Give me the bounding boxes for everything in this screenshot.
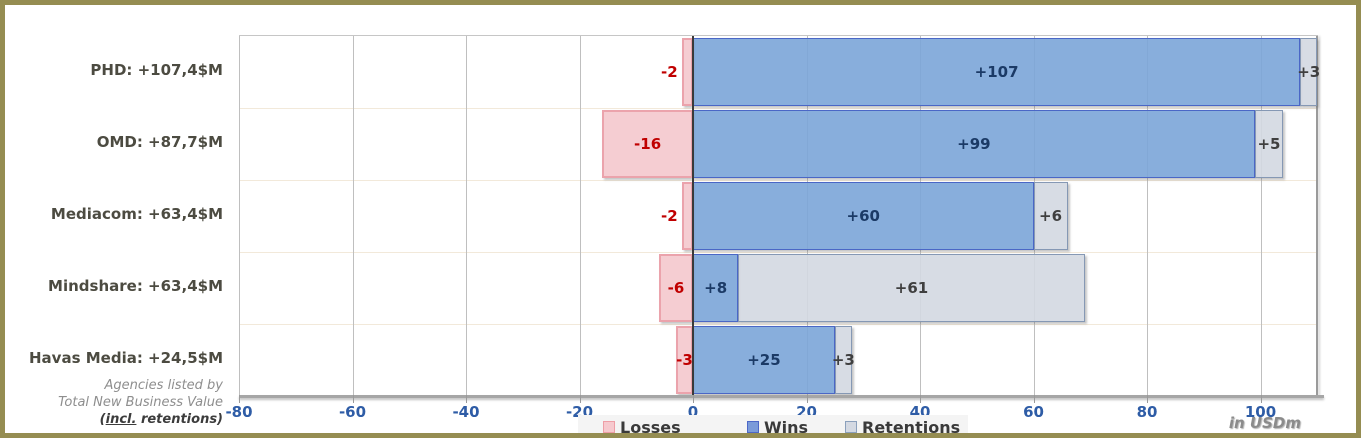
footer-line-3: (incl. retentions) — [99, 412, 223, 427]
x-axis-tick-label: 0 — [687, 403, 699, 421]
footer-line-2: Total New Business Value — [58, 395, 223, 410]
x-axis-tick-label: 80 — [1136, 403, 1158, 421]
row-separator-gridline — [239, 180, 1318, 181]
x-axis-tick — [579, 395, 581, 403]
gridline-80 — [1147, 36, 1148, 396]
win-bar[interactable] — [693, 182, 1034, 250]
gridline--40 — [466, 36, 467, 396]
plot-right-border — [1316, 36, 1318, 396]
loss-bar[interactable] — [681, 38, 693, 106]
retentions-swatch-icon — [845, 421, 857, 433]
retention-value-label: +3 — [1297, 63, 1321, 81]
retention-bar[interactable] — [1300, 38, 1318, 106]
x-axis-tick-label: -40 — [452, 403, 480, 421]
legend-label-wins: Wins — [764, 417, 809, 437]
category-label: Mindshare: +63,4$M — [48, 277, 223, 295]
row-separator-gridline — [239, 108, 1318, 109]
x-axis-tick — [693, 395, 694, 403]
win-value-label: +8 — [704, 279, 728, 297]
legend-label-retentions: Retentions — [862, 417, 961, 437]
retention-bar[interactable] — [1254, 110, 1284, 178]
loss-value-label: -2 — [660, 63, 678, 81]
win-value-label: +107 — [974, 63, 1019, 81]
footer-note: Agencies listed by Total New Business Va… — [11, 377, 223, 428]
legend-label-losses: Losses — [620, 417, 681, 437]
x-axis-line — [239, 395, 1324, 398]
win-value-label: +60 — [846, 207, 880, 225]
row-separator-gridline — [239, 324, 1318, 325]
loss-bar[interactable] — [681, 182, 693, 250]
x-axis-tick-label: -60 — [338, 403, 367, 421]
gridline--60 — [352, 36, 354, 396]
legend-item-wins[interactable]: Wins — [747, 417, 809, 437]
retention-value-label: +5 — [1257, 135, 1281, 153]
retention-value-label: +3 — [831, 351, 855, 369]
loss-value-label: -3 — [676, 351, 693, 369]
retention-value-label: +61 — [894, 279, 929, 297]
legend-item-losses[interactable]: Losses — [603, 417, 681, 437]
x-axis-tick — [239, 395, 240, 403]
win-value-label: +25 — [747, 351, 781, 369]
underlined-incl: incl. — [105, 412, 137, 427]
x-axis-tick — [352, 395, 354, 403]
loss-value-label: -6 — [667, 279, 685, 297]
x-axis-tick-label: -80 — [225, 403, 253, 421]
x-axis-tick-label: 100 — [1244, 403, 1277, 421]
retention-value-label: +6 — [1039, 207, 1063, 225]
retention-bar[interactable] — [1033, 182, 1068, 250]
retention-bar[interactable] — [738, 254, 1085, 322]
win-bar[interactable] — [693, 110, 1255, 178]
loss-bar[interactable] — [675, 326, 693, 394]
category-label: Havas Media: +24,5$M — [29, 349, 223, 367]
gridline--20 — [579, 36, 581, 396]
category-label: OMD: +87,7$M — [96, 133, 223, 151]
category-label: Mediacom: +63,4$M — [50, 205, 223, 223]
x-axis-tick — [806, 395, 808, 403]
category-label: PHD: +107,4$M — [90, 61, 223, 79]
x-axis-tick-label: 60 — [1023, 403, 1044, 421]
loss-bar[interactable] — [658, 254, 693, 322]
losses-swatch-icon — [603, 421, 615, 433]
axis-unit-label: in USDm — [1228, 414, 1301, 432]
legend-background — [578, 415, 968, 433]
retention-bar[interactable] — [834, 326, 852, 394]
row-separator-gridline — [239, 252, 1318, 253]
win-bar[interactable] — [693, 254, 739, 322]
footer-line-1: Agencies listed by — [104, 378, 223, 393]
x-axis-tick — [1147, 395, 1148, 403]
x-axis-tick — [1260, 395, 1262, 403]
loss-bar[interactable] — [602, 110, 693, 178]
loss-value-label: -16 — [634, 135, 662, 153]
x-axis-tick — [920, 395, 921, 403]
wins-swatch-icon — [747, 421, 759, 433]
zero-axis-line — [692, 36, 694, 396]
win-value-label: +99 — [957, 135, 991, 153]
x-axis-tick — [466, 395, 467, 403]
x-axis-tick — [1033, 395, 1035, 403]
win-bar[interactable] — [693, 326, 835, 394]
loss-value-label: -2 — [660, 207, 678, 225]
win-bar[interactable] — [693, 38, 1301, 106]
gridline--80 — [239, 36, 240, 396]
gridline-100 — [1260, 36, 1262, 396]
legend-item-retentions[interactable]: Retentions — [845, 417, 961, 437]
plot-area: -2 +107 +3 -16 +99 +5 -2 +60 +6 -6 +8 +61 -3 +25 +3 — [239, 35, 1321, 396]
